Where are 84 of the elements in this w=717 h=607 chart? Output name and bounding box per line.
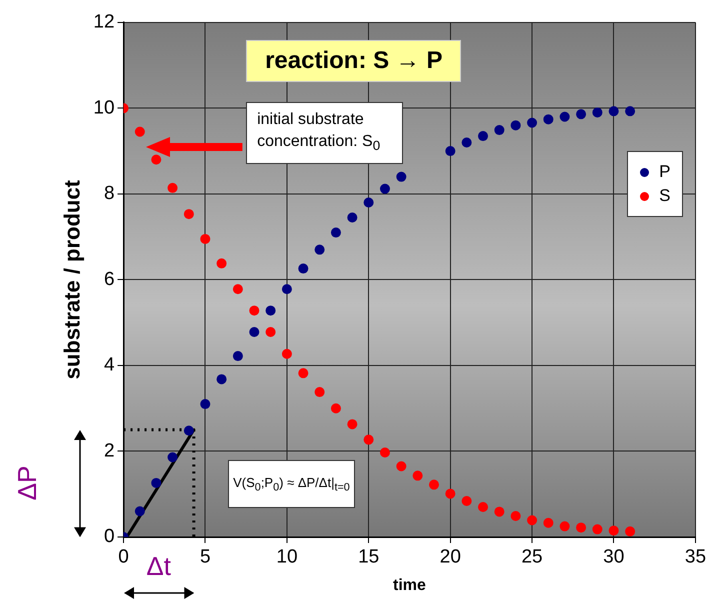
x-tick-label: 25	[521, 546, 543, 568]
y-tick-label: 12	[93, 12, 115, 33]
point	[282, 348, 292, 359]
y-tick-label: 0	[104, 526, 115, 548]
point	[330, 403, 341, 414]
point	[216, 374, 227, 384]
point	[266, 306, 276, 316]
point	[134, 506, 145, 516]
point	[266, 327, 276, 338]
point	[151, 154, 162, 165]
point	[592, 107, 602, 118]
point	[462, 496, 472, 506]
point	[510, 120, 521, 130]
point	[151, 478, 162, 488]
point	[560, 521, 570, 532]
point	[396, 461, 406, 472]
text: reaction: S → P	[246, 40, 462, 82]
point	[184, 426, 194, 436]
point	[200, 234, 210, 244]
point	[364, 198, 374, 208]
point	[347, 419, 358, 430]
point	[510, 510, 521, 521]
point	[576, 522, 586, 533]
point	[216, 258, 227, 268]
point	[543, 114, 554, 124]
point	[527, 118, 538, 128]
point	[380, 448, 390, 458]
text: Δt	[146, 551, 171, 582]
point	[347, 212, 358, 223]
y-tick-label: 4	[104, 354, 115, 376]
point	[412, 470, 423, 481]
x-tick-label: 15	[358, 546, 380, 568]
point	[330, 228, 341, 238]
text: ΔP	[12, 466, 43, 501]
point	[576, 109, 586, 120]
y-axis-title: substrate / product	[59, 179, 84, 380]
point	[494, 506, 504, 517]
annotation: V(S$_{0}$;P$_{0}$) ≈ ΔP/Δt|$_{t=0}$	[228, 460, 355, 508]
point	[625, 106, 636, 116]
point	[298, 264, 308, 274]
point	[527, 515, 538, 526]
x-tick-label: 0	[118, 546, 129, 568]
point	[314, 387, 325, 398]
y-tick-label: 10	[93, 97, 115, 118]
point	[494, 125, 504, 136]
point	[298, 368, 308, 378]
point	[560, 112, 570, 122]
x-tick-label: 20	[440, 546, 461, 568]
point	[314, 244, 325, 255]
point	[232, 351, 243, 362]
point	[478, 502, 488, 512]
point	[380, 184, 390, 194]
point	[184, 209, 194, 220]
point	[200, 399, 210, 410]
x-axis-title: time	[393, 576, 426, 594]
point	[396, 172, 406, 182]
x-tick-label: 10	[276, 546, 298, 568]
legend-label: S	[659, 186, 670, 206]
point	[282, 284, 292, 294]
x-tick-label: 30	[603, 546, 624, 568]
point	[168, 452, 178, 462]
point	[364, 434, 374, 445]
point	[625, 526, 636, 536]
point	[168, 182, 178, 193]
point	[232, 284, 243, 294]
point	[608, 106, 619, 116]
point	[428, 480, 439, 490]
point	[445, 146, 456, 156]
x-tick-label: 35	[684, 546, 706, 568]
annotation: initial substrate concentration: S$_{0}$	[246, 102, 404, 164]
point	[608, 526, 619, 536]
point	[249, 306, 260, 316]
point	[249, 327, 260, 338]
y-tick-label: 8	[104, 183, 115, 204]
point	[478, 131, 488, 142]
x-tick-label: 5	[200, 546, 211, 568]
point	[543, 518, 554, 528]
y-tick-label: 2	[104, 440, 115, 462]
point	[592, 524, 602, 534]
point	[462, 137, 472, 148]
legend-label: P	[659, 162, 670, 182]
point	[445, 488, 456, 499]
point	[134, 126, 145, 137]
y-tick-label: 6	[104, 268, 115, 290]
